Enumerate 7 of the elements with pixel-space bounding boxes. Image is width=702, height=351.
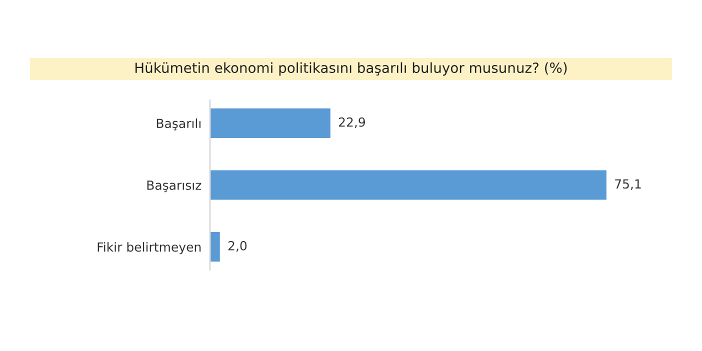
chart-title: Hükümetin ekonomi politikasını başarılı buluyor musunuz? (%) [136,62,567,76]
data-label: 22,9 [338,117,365,128]
y-tick-label: Başarılı [156,118,200,130]
data-label: 2,0 [228,240,247,252]
y-tick-label: Başarısız [147,180,202,192]
data-label: 75,1 [615,179,641,190]
y-tick-label: Fikir belirtmeyen [98,242,201,254]
